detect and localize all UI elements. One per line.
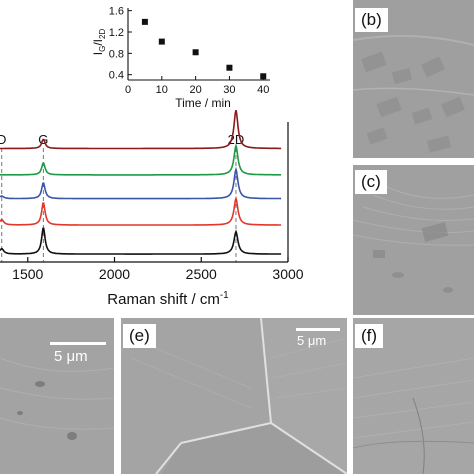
sem-image-e [121,318,347,474]
inset-data-point [141,18,148,25]
sem-panel-f: (f) [353,318,474,474]
inset-x-tick-label: 0 [125,84,131,96]
scale-bar-label-d: 5 μm [54,348,88,365]
x-tick-label: 2500 [186,266,217,282]
sem-panel-b: (b) [353,0,474,158]
inset-x-tick-label: 40 [257,84,269,96]
scale-bar-label-e: 5 μm [297,333,327,348]
panel-label-e: (e) [123,324,156,348]
inset-y-tick-label: 0.8 [109,48,124,60]
sem-image-c [353,165,474,315]
inset-data-point [260,73,267,80]
scale-bar-e [296,328,340,331]
inset-y-tick-label: 1.6 [109,6,124,18]
inset-y-axis-title: IG/I2D [91,29,107,56]
spectrum-line-5 [0,227,282,255]
sem-panel-d: 5 μm [0,318,114,474]
peak-label: D [0,132,6,147]
sem-image-f [353,318,474,474]
inset-y-tick-label: 1.2 [109,27,124,39]
spectrum-line-3 [0,166,282,200]
inset-x-axis-title: Time / min [175,96,231,110]
spectrum-line-1 [0,110,282,150]
spectrum-line-2 [0,142,282,176]
panel-label-c: (c) [355,170,387,194]
scale-bar-d [50,342,106,345]
panel-label-f: (f) [355,324,384,348]
inset-x-tick-label: 10 [156,84,168,96]
x-tick-label: 1500 [12,266,43,282]
sem-panel-c: (c) [353,165,474,315]
spectrum-line-4 [0,196,282,226]
x-tick-label: 2000 [99,266,130,282]
inset-data-point [226,64,233,71]
x-tick-label: 3000 [272,266,303,282]
x-axis-title: Raman shift / cm-1 [107,290,229,308]
inset-data-point [192,49,199,56]
inset-x-tick-label: 20 [189,84,201,96]
panel-label-b: (b) [355,8,388,32]
inset-data-point [158,38,165,45]
sem-panel-e: (e) 5 μm [121,318,347,474]
sem-image-b [353,0,474,158]
inset-x-tick-label: 30 [223,84,235,96]
inset-y-tick-label: 0.4 [109,70,124,82]
